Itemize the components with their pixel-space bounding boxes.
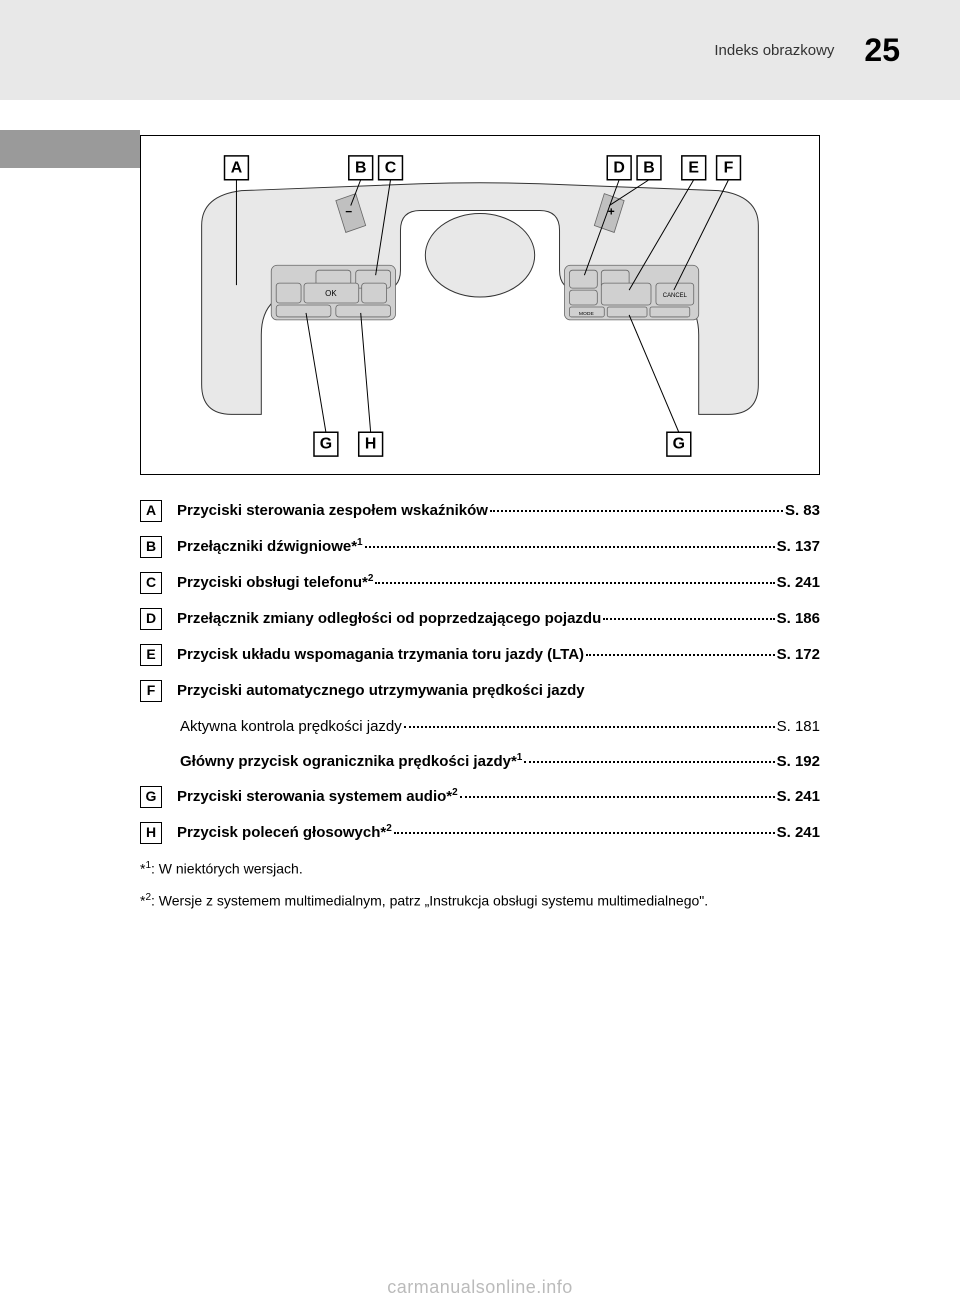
svg-text:D: D <box>613 159 624 176</box>
svg-text:G: G <box>320 436 332 453</box>
page-header: Indeks obrazkowy 25 <box>0 0 960 100</box>
list-item-nested: Aktywna kontrola prędkości jazdy S. 181 <box>140 716 820 737</box>
callout-label: F <box>140 680 162 702</box>
svg-text:B: B <box>355 159 366 176</box>
list-item: H Przycisk poleceń głosowych*2 S. 241 <box>140 822 820 844</box>
page-ref: S. 241 <box>777 822 820 843</box>
svg-text:C: C <box>385 159 397 176</box>
list-item: G Przyciski sterowania systemem audio*2 … <box>140 786 820 808</box>
content-list: A Przyciski sterowania zespołem wskaźnik… <box>140 500 820 911</box>
item-label: Przełącznik zmiany odległości od poprzed… <box>177 608 601 629</box>
diagram-svg: − + OK CANCEL MODE A <box>141 136 819 474</box>
watermark: carmanualsonline.info <box>387 1277 573 1298</box>
svg-text:H: H <box>365 436 376 453</box>
svg-text:MODE: MODE <box>579 311 595 317</box>
callout-label: E <box>140 644 162 666</box>
svg-text:+: + <box>608 205 615 219</box>
page-ref: S. 137 <box>777 536 820 557</box>
item-label: Przełączniki dźwigniowe*1 <box>177 536 363 557</box>
item-label: Przyciski sterowania zespołem wskaźników <box>177 500 488 521</box>
item-label: Przyciski sterowania systemem audio*2 <box>177 786 458 807</box>
page-ref: S. 83 <box>785 500 820 521</box>
item-label: Przyciski obsługi telefonu*2 <box>177 572 373 593</box>
list-item: A Przyciski sterowania zespołem wskaźnik… <box>140 500 820 522</box>
callout-label: C <box>140 572 162 594</box>
section-band <box>0 130 140 168</box>
svg-text:OK: OK <box>325 289 337 298</box>
svg-text:B: B <box>643 159 654 176</box>
list-item: C Przyciski obsługi telefonu*2 S. 241 <box>140 572 820 594</box>
page-ref: S. 241 <box>777 786 820 807</box>
page-ref: S. 241 <box>777 572 820 593</box>
list-item: B Przełączniki dźwigniowe*1 S. 137 <box>140 536 820 558</box>
list-item: F Przyciski automatycznego utrzymywania … <box>140 680 820 702</box>
page-ref: S. 192 <box>777 751 820 772</box>
callout-label: G <box>140 786 162 808</box>
page-ref: S. 186 <box>777 608 820 629</box>
steering-wheel-diagram: − + OK CANCEL MODE A <box>140 135 820 475</box>
callout-label: H <box>140 822 162 844</box>
item-label: Przyciski automatycznego utrzymywania pr… <box>177 680 585 701</box>
page-ref: S. 181 <box>777 716 820 737</box>
svg-text:A: A <box>231 159 243 176</box>
item-label: Przycisk poleceń głosowych*2 <box>177 822 392 843</box>
svg-text:E: E <box>688 159 699 176</box>
header-title: Indeks obrazkowy <box>714 42 834 59</box>
callout-label: B <box>140 536 162 558</box>
item-label: Główny przycisk ogranicznika prędkości j… <box>180 751 522 772</box>
footnote: *2: Wersje z systemem multimedialnym, pa… <box>140 890 820 912</box>
svg-text:G: G <box>673 436 685 453</box>
footnote: *1: W niektórych wersjach. <box>140 858 820 880</box>
page-number: 25 <box>864 32 900 69</box>
svg-text:−: − <box>345 205 352 219</box>
item-label: Przycisk układu wspomagania trzymania to… <box>177 644 584 665</box>
list-item: D Przełącznik zmiany odległości od poprz… <box>140 608 820 630</box>
item-label: Aktywna kontrola prędkości jazdy <box>180 716 402 737</box>
list-item-nested: Główny przycisk ogranicznika prędkości j… <box>140 751 820 772</box>
callout-label: D <box>140 608 162 630</box>
page-ref: S. 172 <box>777 644 820 665</box>
svg-text:CANCEL: CANCEL <box>663 293 688 299</box>
callout-label: A <box>140 500 162 522</box>
list-item: E Przycisk układu wspomagania trzymania … <box>140 644 820 666</box>
svg-text:F: F <box>724 159 734 176</box>
